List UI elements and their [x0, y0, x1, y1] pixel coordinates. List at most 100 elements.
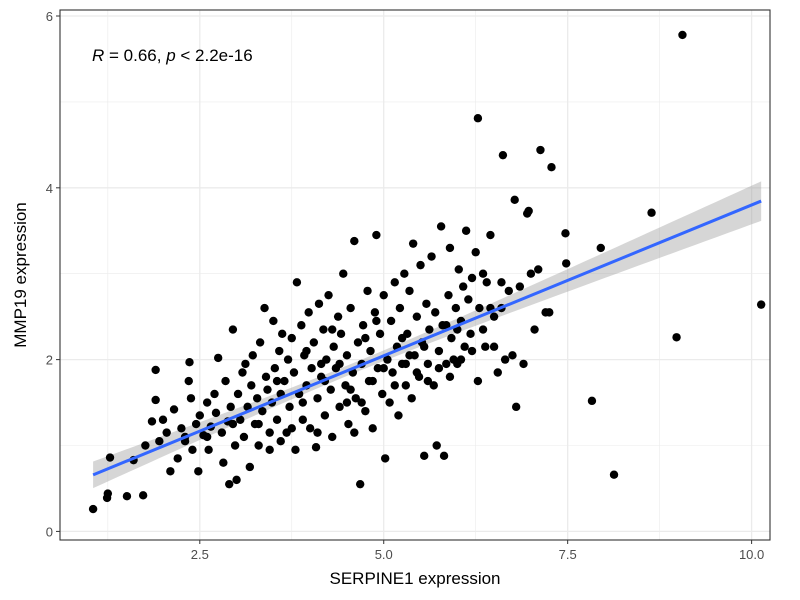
correlation-annotation: R = 0.66, p < 2.2e-16	[92, 46, 253, 65]
data-point	[547, 162, 556, 172]
data-point	[461, 226, 471, 235]
data-point	[504, 286, 514, 296]
data-point	[561, 229, 570, 238]
data-point	[255, 338, 265, 347]
data-point	[534, 265, 543, 274]
x-tick-label: 10.0	[739, 547, 764, 562]
data-point	[233, 389, 243, 399]
data-point	[287, 333, 296, 343]
data-point	[276, 437, 285, 446]
data-point	[561, 259, 571, 268]
data-point	[263, 385, 272, 394]
data-point	[385, 398, 394, 407]
data-point	[272, 376, 282, 386]
data-point	[313, 428, 322, 437]
data-point	[478, 325, 488, 334]
data-point	[368, 424, 377, 433]
data-point	[350, 428, 359, 437]
data-point	[471, 248, 480, 257]
data-point	[304, 308, 313, 317]
data-point	[379, 364, 388, 373]
data-point	[401, 381, 411, 390]
data-point	[378, 389, 387, 399]
data-point	[191, 419, 201, 429]
data-point	[390, 278, 399, 287]
data-point	[319, 325, 328, 334]
data-point	[419, 342, 429, 351]
data-point	[358, 321, 368, 330]
data-point	[508, 351, 517, 360]
data-point	[346, 385, 355, 394]
data-point	[261, 372, 271, 381]
data-point	[511, 402, 521, 412]
data-point	[445, 243, 455, 253]
data-point	[536, 145, 545, 155]
data-point	[407, 394, 416, 403]
data-point	[434, 346, 444, 356]
data-point	[351, 394, 360, 403]
data-point	[254, 441, 263, 450]
x-tick-label: 2.5	[191, 547, 209, 562]
regression-line	[92, 199, 762, 477]
data-point	[678, 30, 687, 40]
data-point	[335, 359, 344, 369]
data-point	[258, 406, 267, 416]
data-point	[451, 303, 461, 313]
y-tick-label: 4	[46, 181, 53, 196]
data-point	[184, 376, 193, 386]
data-point	[423, 359, 433, 369]
data-point	[185, 357, 194, 367]
data-point	[439, 451, 449, 461]
data-point	[265, 428, 274, 437]
data-point	[236, 415, 245, 424]
data-point	[361, 406, 370, 416]
data-point	[425, 325, 434, 334]
data-point	[375, 329, 385, 339]
y-tick-label: 6	[46, 9, 53, 24]
data-point	[672, 333, 681, 342]
data-point	[427, 252, 436, 261]
data-point	[350, 236, 359, 246]
data-point	[405, 351, 414, 360]
data-point	[194, 467, 203, 476]
data-point	[500, 355, 510, 364]
y-tick-label: 0	[46, 524, 53, 539]
data-point	[401, 359, 411, 369]
p-value: < 2.2e-16	[176, 46, 253, 65]
data-point	[467, 273, 477, 283]
data-point	[309, 338, 319, 347]
data-point	[313, 394, 322, 403]
data-point	[481, 342, 490, 351]
data-point	[269, 316, 278, 326]
data-point	[226, 402, 235, 412]
data-point	[283, 355, 293, 364]
data-point	[416, 260, 425, 270]
data-point	[328, 432, 337, 442]
data-point	[530, 325, 539, 334]
data-point	[326, 385, 335, 394]
data-point	[270, 364, 280, 373]
data-point	[497, 278, 506, 287]
points	[88, 30, 766, 514]
data-point	[363, 286, 372, 296]
data-point	[147, 417, 157, 426]
data-point	[122, 491, 132, 501]
data-point	[210, 389, 219, 399]
data-point	[238, 368, 247, 377]
data-point	[379, 290, 388, 300]
data-point	[473, 114, 483, 123]
x-tick-label: 5.0	[375, 547, 393, 562]
data-point	[436, 222, 446, 231]
data-point	[442, 321, 451, 330]
data-point	[647, 208, 656, 217]
data-point	[138, 491, 148, 500]
data-point	[302, 346, 311, 356]
data-point	[336, 329, 346, 339]
r-value: = 0.66,	[104, 46, 166, 65]
data-point	[388, 368, 397, 377]
data-point	[162, 428, 171, 437]
data-point	[243, 402, 252, 412]
data-point	[277, 329, 287, 339]
data-point	[225, 479, 234, 489]
